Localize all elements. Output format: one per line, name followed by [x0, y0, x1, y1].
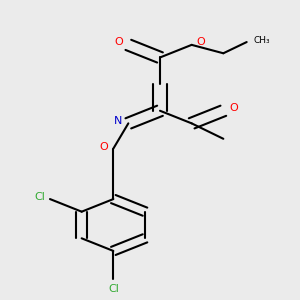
Text: O: O	[99, 142, 108, 152]
Text: O: O	[196, 37, 206, 47]
Text: O: O	[115, 37, 123, 47]
Text: Cl: Cl	[108, 284, 119, 294]
Text: N: N	[114, 116, 122, 126]
Text: Cl: Cl	[34, 192, 45, 202]
Text: O: O	[230, 103, 238, 113]
Text: CH₃: CH₃	[253, 36, 270, 45]
